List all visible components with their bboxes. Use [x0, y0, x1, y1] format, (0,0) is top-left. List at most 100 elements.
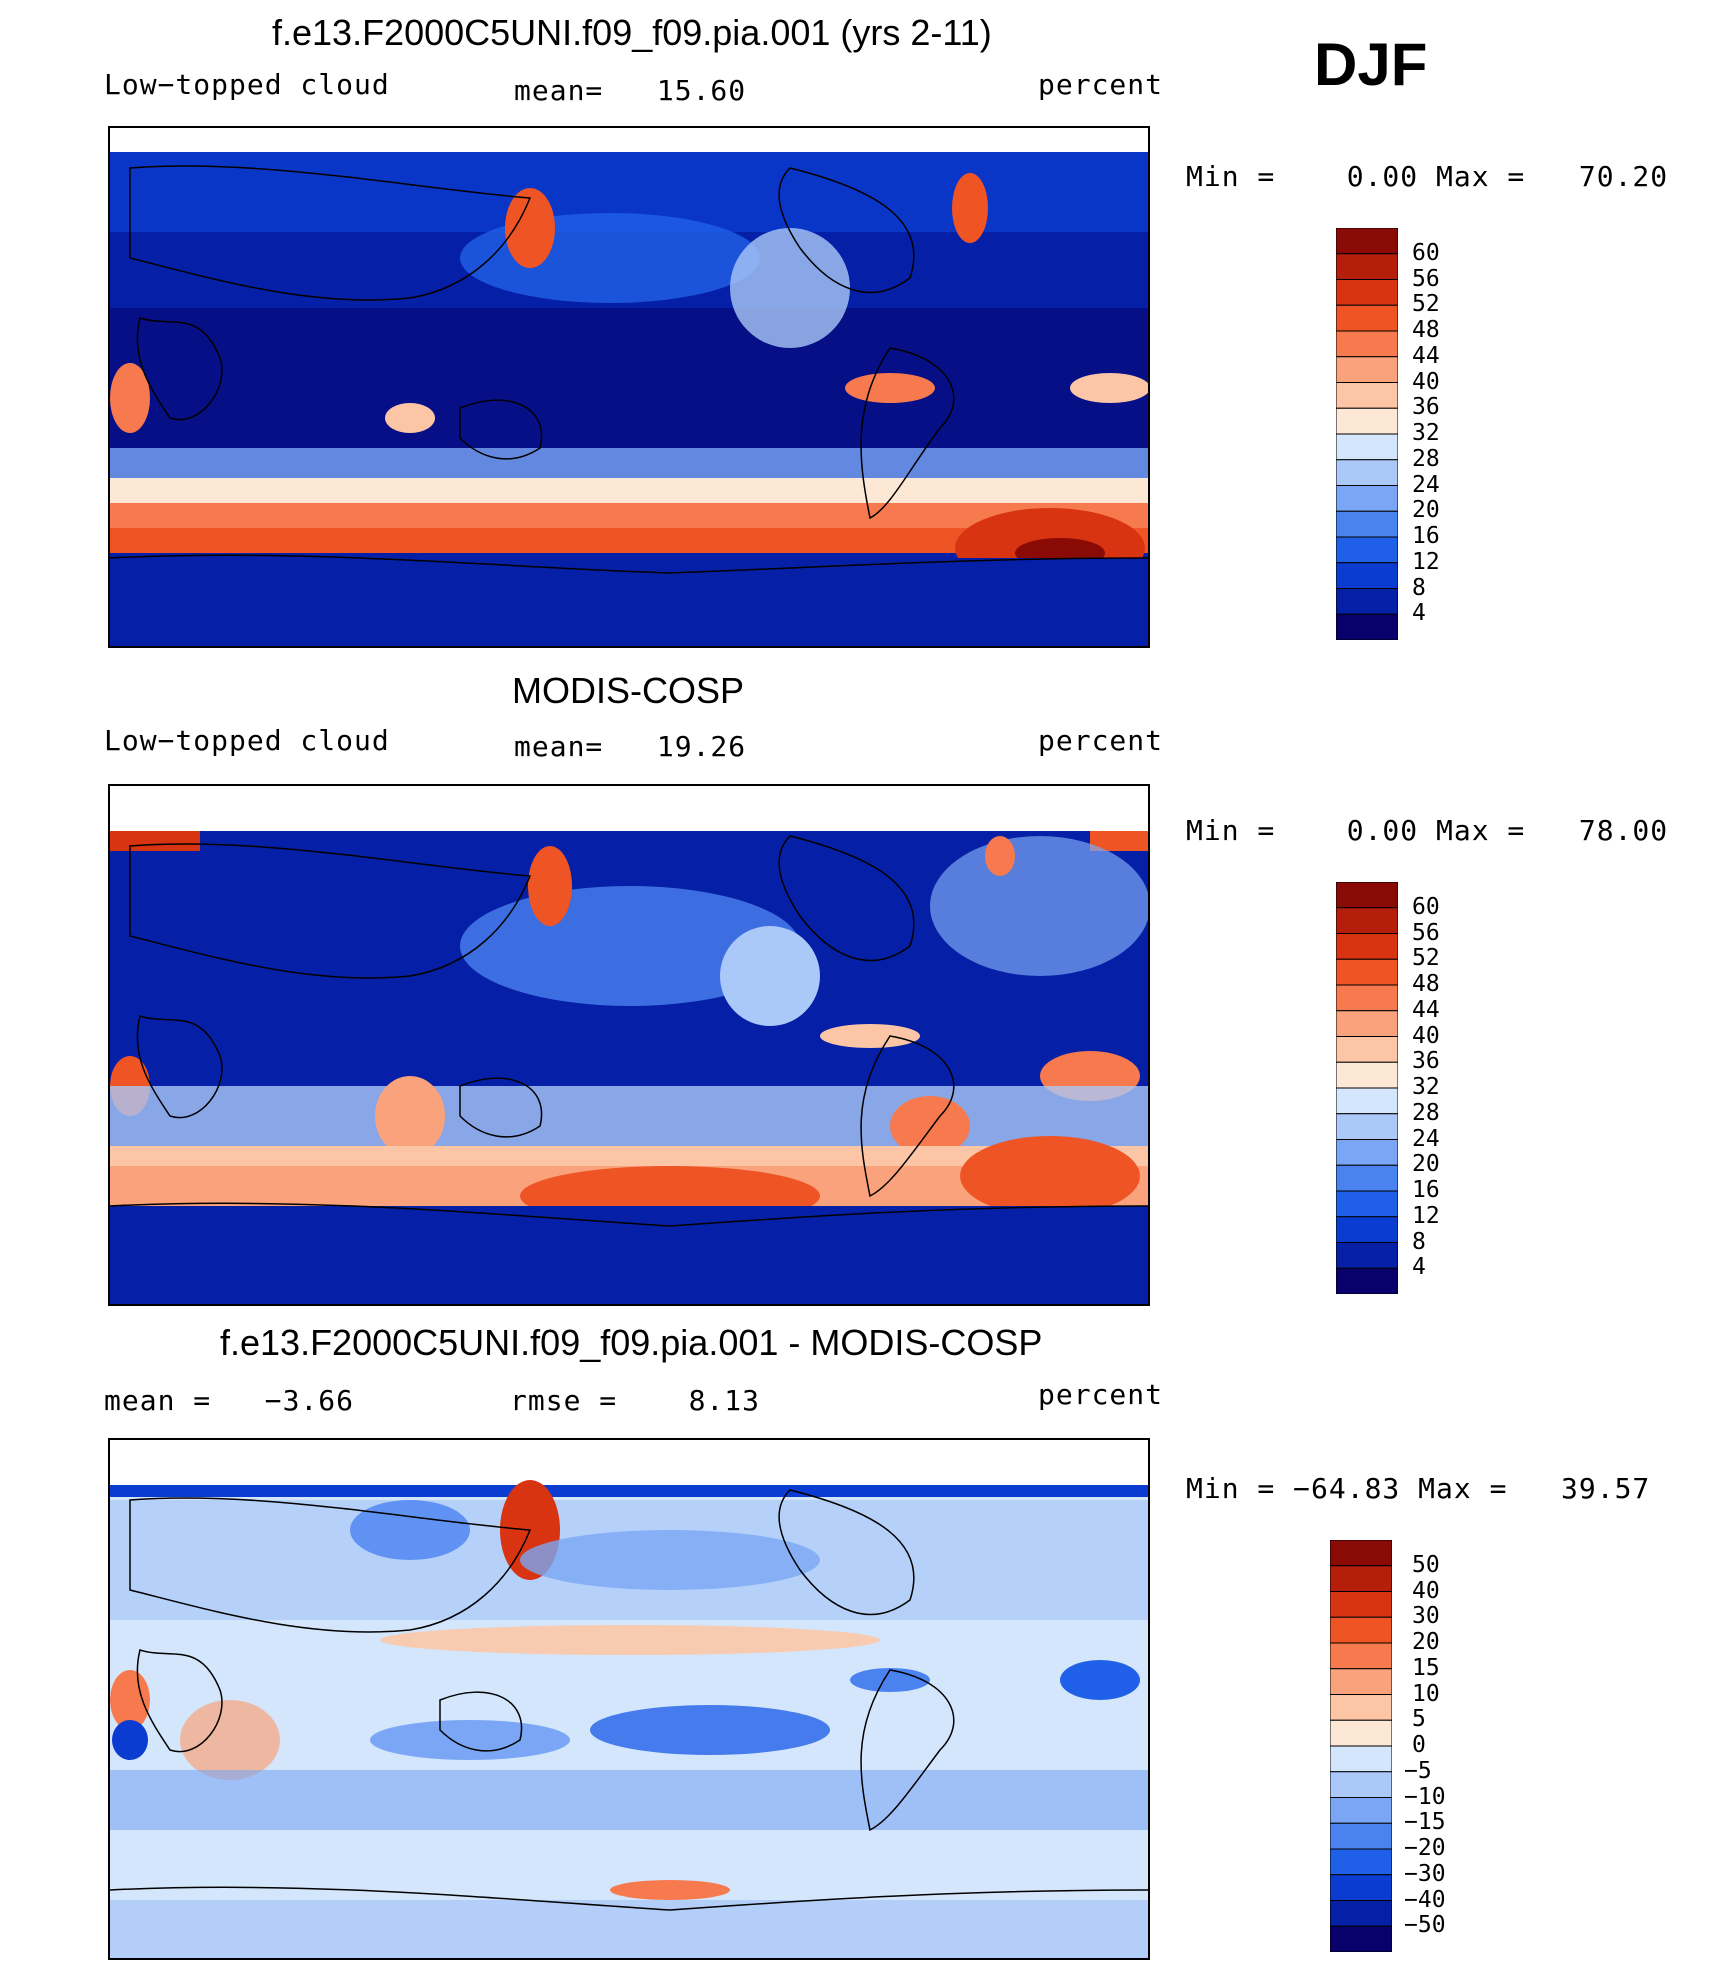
colorbar-swatch — [1335, 562, 1399, 589]
panel1-colorbar-labels: 60 56 52 48 44 40 36 32 28 24 20 16 12 8 4 — [1412, 228, 1492, 640]
panel2-mean-label: mean= 19.26 — [514, 730, 747, 763]
colorbar-swatch — [1335, 382, 1399, 409]
colorbar-swatch — [1335, 588, 1399, 615]
colorbar-swatch — [1329, 1539, 1393, 1567]
colorbar-tick-label: −20 — [1404, 1835, 1446, 1861]
colorbar-swatch — [1329, 1822, 1393, 1850]
colorbar-tick-label: 20 — [1412, 1151, 1440, 1178]
colorbar-tick-label: 4 — [1412, 600, 1426, 627]
colorbar-swatch — [1329, 1771, 1393, 1798]
panel3-mean-label: mean = −3.66 — [104, 1384, 355, 1417]
colorbar-tick-label: 40 — [1412, 1577, 1440, 1604]
colorbar-swatch — [1329, 1925, 1393, 1953]
colorbar-swatch — [1335, 330, 1399, 358]
colorbar-swatch — [1335, 1267, 1399, 1295]
panel1-colorbar — [1335, 227, 1399, 641]
colorbar-tick-label: 48 — [1412, 971, 1440, 997]
colorbar-swatch — [1335, 1087, 1399, 1115]
colorbar-swatch — [1329, 1591, 1393, 1618]
colorbar-swatch — [1329, 1900, 1393, 1927]
colorbar-tick-label: 32 — [1412, 1074, 1440, 1100]
colorbar-swatch — [1329, 1797, 1393, 1824]
colorbar-tick-label: 44 — [1412, 342, 1440, 369]
colorbar-tick-label: −5 — [1404, 1757, 1432, 1784]
colorbar-tick-label: 20 — [1412, 1629, 1440, 1655]
colorbar-swatch — [1335, 1036, 1399, 1063]
colorbar-swatch — [1335, 1164, 1399, 1192]
colorbar-tick-label: −40 — [1404, 1886, 1446, 1913]
colorbar-tick-label: 5 — [1412, 1706, 1426, 1733]
colorbar-swatch — [1329, 1848, 1393, 1876]
panel1-variable-label: Low−topped cloud — [104, 68, 390, 101]
colorbar-swatch — [1329, 1694, 1393, 1721]
colorbar-swatch — [1335, 1216, 1399, 1243]
colorbar-swatch — [1335, 279, 1399, 306]
colorbar-swatch — [1335, 1113, 1399, 1140]
colorbar-tick-label: −15 — [1404, 1809, 1446, 1836]
colorbar-tick-label: 40 — [1412, 368, 1440, 395]
panel2-colorbar-swatches — [1335, 881, 1399, 1295]
colorbar-tick-label: 24 — [1412, 471, 1440, 498]
panel2-units-label: percent — [1038, 724, 1164, 757]
panel2-title: MODIS-COSP — [512, 670, 745, 711]
panel3-units-label: percent — [1038, 1378, 1164, 1411]
panel3-title: f.e13.F2000C5UNI.f09_f09.pia.001 - MODIS… — [220, 1322, 1043, 1363]
colorbar-swatch — [1335, 459, 1399, 486]
colorbar-tick-label: 36 — [1412, 1048, 1440, 1075]
colorbar-swatch — [1335, 1010, 1399, 1037]
colorbar-tick-label: 8 — [1412, 574, 1426, 601]
colorbar-swatch — [1335, 304, 1399, 332]
colorbar-tick-label: 16 — [1412, 523, 1440, 549]
panel2-map — [108, 784, 1150, 1306]
colorbar-tick-label: 8 — [1412, 1228, 1426, 1255]
colorbar-tick-label: 16 — [1412, 1177, 1440, 1203]
panel2-minmax: Min = 0.00 Max = 78.00 — [1186, 814, 1669, 847]
colorbar-swatch — [1335, 881, 1399, 909]
colorbar-tick-label: 15 — [1412, 1654, 1440, 1681]
colorbar-swatch — [1335, 907, 1399, 934]
colorbar-tick-label: 56 — [1412, 265, 1440, 292]
colorbar-tick-label: 50 — [1412, 1551, 1440, 1578]
panel3-map — [108, 1438, 1150, 1960]
colorbar-swatch — [1329, 1616, 1393, 1644]
colorbar-swatch — [1335, 510, 1399, 538]
colorbar-swatch — [1335, 433, 1399, 461]
panel2-variable-label: Low−topped cloud — [104, 724, 390, 757]
colorbar-tick-label: 30 — [1412, 1603, 1440, 1630]
colorbar-swatch — [1335, 984, 1399, 1012]
colorbar-tick-label: 28 — [1412, 445, 1440, 472]
colorbar-tick-label: 10 — [1412, 1680, 1440, 1707]
panel2-map-field — [110, 831, 1148, 1304]
season-label: DJF — [1314, 31, 1428, 98]
panel1-map-field — [110, 152, 1148, 646]
colorbar-tick-label: 36 — [1412, 394, 1440, 421]
colorbar-swatch — [1335, 933, 1399, 960]
colorbar-tick-label: 32 — [1412, 420, 1440, 446]
panel3-colorbar-swatches — [1329, 1539, 1393, 1953]
colorbar-tick-label: −30 — [1404, 1860, 1446, 1887]
colorbar-swatch — [1335, 958, 1399, 986]
panel1-colorbar-swatches — [1335, 227, 1399, 641]
panel3-minmax: Min = −64.83 Max = 39.57 — [1186, 1472, 1651, 1505]
panel3-colorbar — [1329, 1539, 1393, 1953]
panel1-map — [108, 126, 1150, 648]
colorbar-swatch — [1329, 1565, 1393, 1592]
colorbar-swatch — [1335, 613, 1399, 641]
colorbar-tick-label: 44 — [1412, 996, 1440, 1023]
colorbar-tick-label: 12 — [1412, 548, 1440, 575]
panel1-mean-label: mean= 15.60 — [514, 74, 747, 107]
colorbar-swatch — [1335, 1061, 1399, 1089]
panel3-rmse-label: rmse = 8.13 — [510, 1384, 761, 1417]
colorbar-tick-label: 56 — [1412, 919, 1440, 946]
colorbar-swatch — [1335, 1190, 1399, 1218]
colorbar-tick-label: −10 — [1404, 1783, 1446, 1810]
colorbar-swatch — [1335, 1139, 1399, 1166]
colorbar-tick-label: 60 — [1412, 893, 1440, 920]
panel1-minmax: Min = 0.00 Max = 70.20 — [1186, 160, 1669, 193]
colorbar-tick-label: 12 — [1412, 1202, 1440, 1229]
colorbar-tick-label: 28 — [1412, 1099, 1440, 1126]
colorbar-tick-label: 40 — [1412, 1022, 1440, 1049]
colorbar-swatch — [1335, 253, 1399, 280]
colorbar-swatch — [1335, 1242, 1399, 1269]
panel1-units-label: percent — [1038, 68, 1164, 101]
